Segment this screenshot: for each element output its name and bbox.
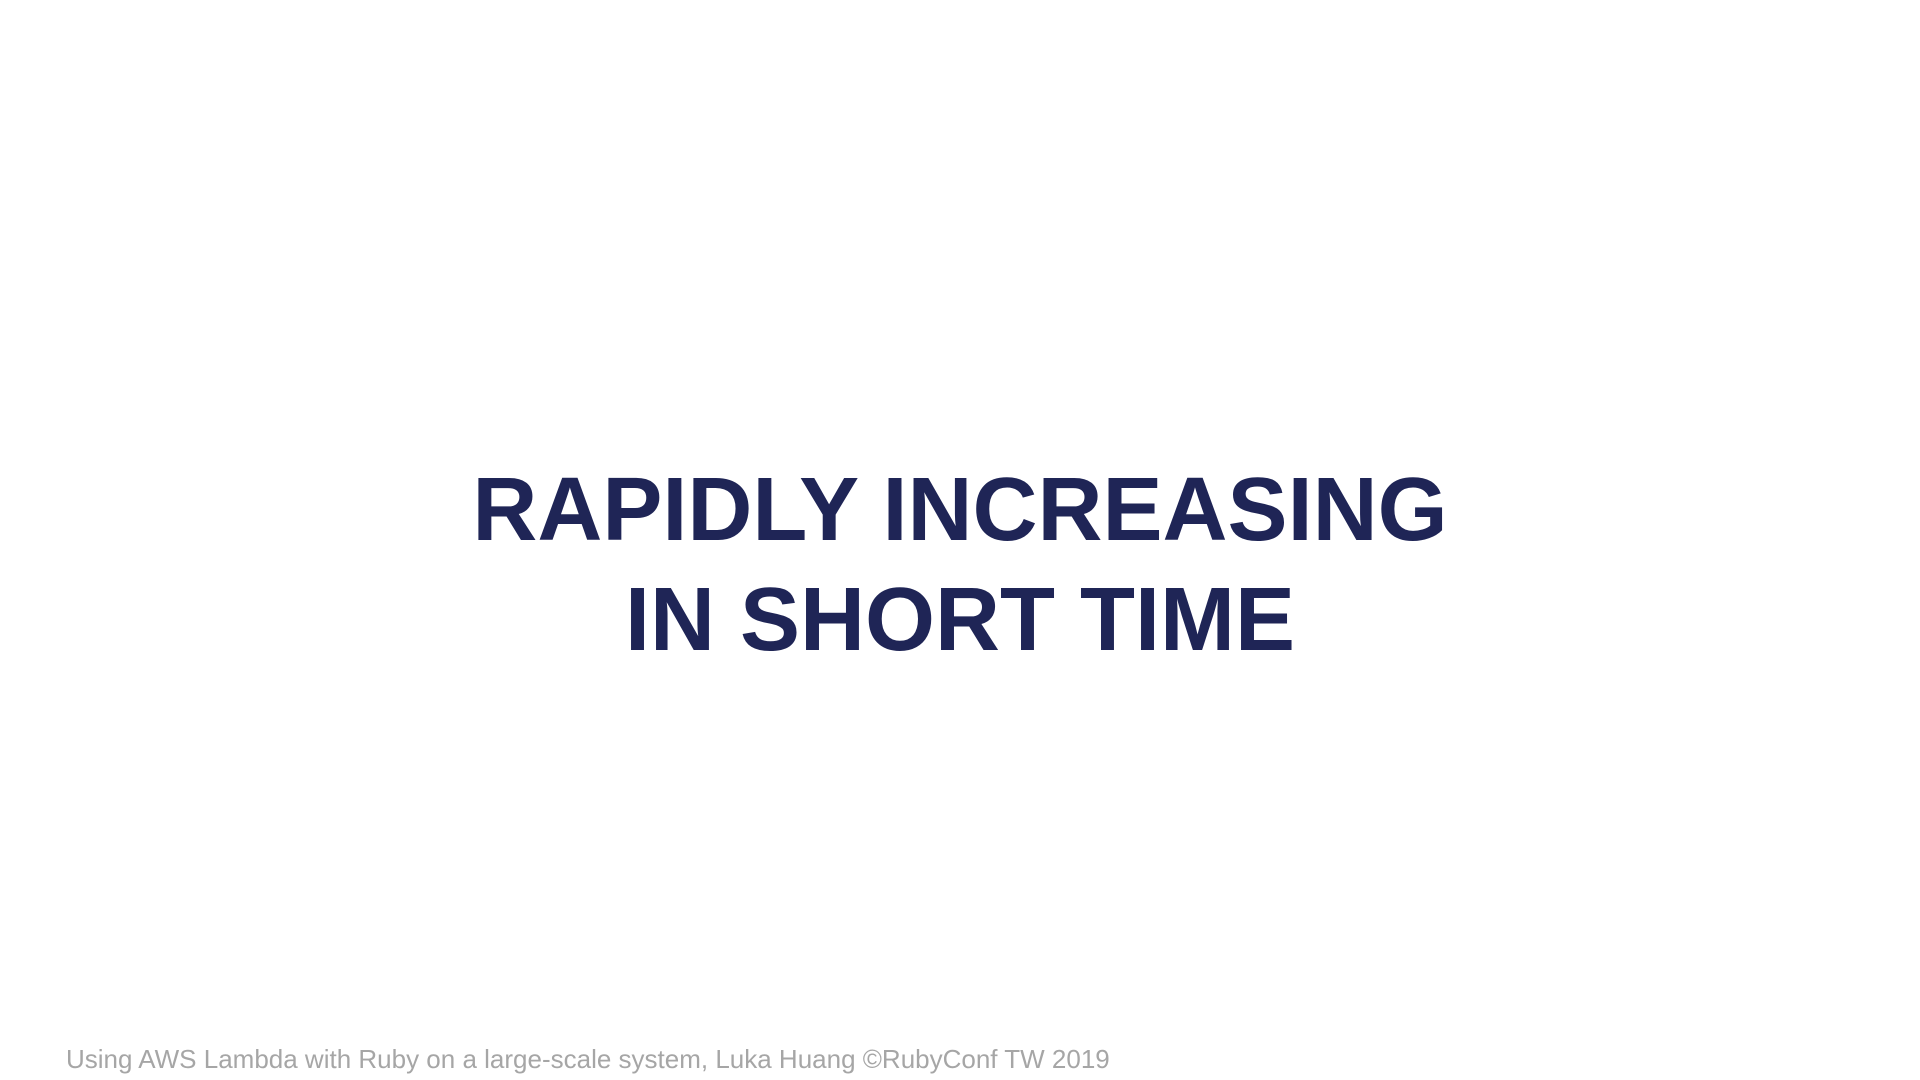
slide-footer: Using AWS Lambda with Ruby on a large-sc… xyxy=(66,1044,1110,1074)
slide-title: RAPIDLY INCREASING IN SHORT TIME xyxy=(0,455,1920,675)
slide-title-line-1: RAPIDLY INCREASING xyxy=(472,460,1448,560)
slide-title-line-2: IN SHORT TIME xyxy=(625,570,1295,670)
